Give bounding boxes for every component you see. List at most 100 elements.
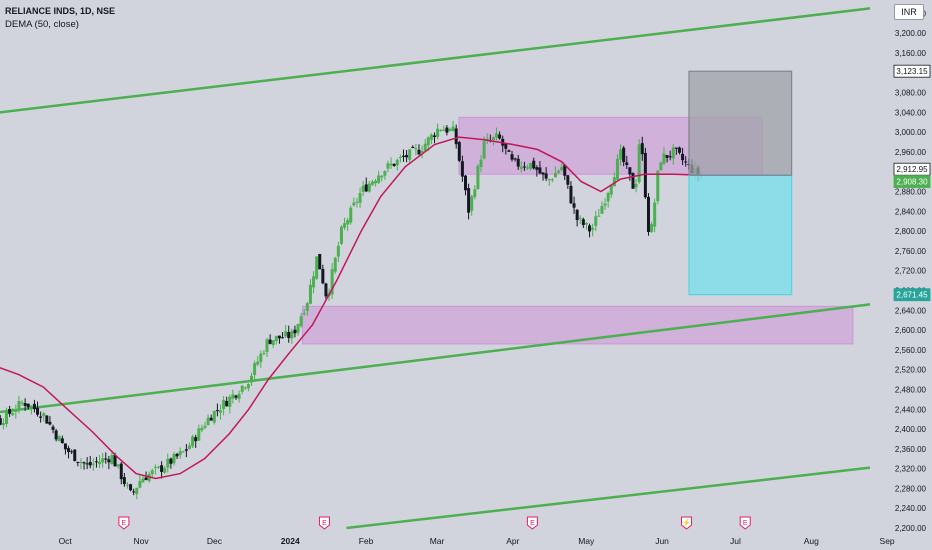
- candle: [163, 465, 167, 474]
- time-axis-bg: [0, 533, 932, 550]
- candle: [650, 221, 654, 233]
- candle-body: [228, 396, 232, 407]
- candle: [572, 196, 576, 214]
- y-tick-label: 2,720.00: [895, 267, 927, 276]
- event-markers-layer: DEEE⚡E: [118, 516, 751, 530]
- candle-body: [212, 411, 216, 423]
- candle: [318, 253, 322, 270]
- price-axis[interactable]: 3,240.003,200.003,160.003,120.003,080.00…: [890, 0, 932, 550]
- candle: [299, 312, 303, 328]
- candle-body: [448, 129, 452, 131]
- candle: [358, 187, 362, 208]
- candle: [581, 217, 585, 228]
- candle-body: [389, 163, 393, 166]
- candle: [405, 150, 409, 163]
- x-tick-label: Feb: [359, 536, 374, 546]
- candle-body: [225, 400, 229, 407]
- price-axis-bg: [890, 0, 932, 550]
- y-tick-label: 2,360.00: [895, 445, 927, 454]
- candle: [339, 225, 343, 246]
- candle: [315, 256, 319, 280]
- candle-body: [550, 179, 554, 181]
- candle-body: [572, 203, 576, 208]
- y-tick-label: 3,080.00: [895, 89, 927, 98]
- y-tick-label: 2,600.00: [895, 326, 927, 335]
- candle: [643, 147, 647, 199]
- candle: [451, 120, 455, 132]
- candle: [510, 150, 514, 162]
- candle: [445, 125, 449, 136]
- candle: [290, 328, 294, 344]
- candle-body: [370, 181, 374, 185]
- candle-body: [423, 143, 427, 151]
- candle-body: [547, 179, 551, 181]
- dema-line: [0, 136, 702, 480]
- time-axis[interactable]: SepOctNovDec2024FebMarAprMayJunJulAugSep: [0, 533, 932, 550]
- candle: [91, 458, 95, 471]
- candle-body: [470, 196, 474, 211]
- candle: [268, 334, 272, 345]
- position-layer: [688, 70, 793, 296]
- candle: [178, 447, 182, 459]
- event-marker-icon: E: [318, 516, 330, 530]
- candle: [256, 356, 260, 367]
- candle: [398, 154, 402, 163]
- candle: [665, 155, 669, 163]
- candle-body: [352, 202, 356, 206]
- candle: [48, 416, 52, 426]
- candle-body: [39, 416, 43, 418]
- candle-body: [178, 451, 182, 456]
- marker-shape: [739, 516, 751, 530]
- candle: [597, 208, 601, 217]
- candle-body: [637, 144, 641, 183]
- candle-body: [206, 417, 210, 426]
- candle-body: [253, 363, 257, 375]
- marker-glyph: E: [530, 520, 535, 527]
- candle-body: [401, 155, 405, 157]
- candle: [119, 462, 123, 485]
- candle: [305, 301, 309, 316]
- candle-body: [172, 454, 176, 464]
- currency-button[interactable]: INR: [894, 4, 924, 20]
- candle: [408, 148, 412, 165]
- candle: [156, 465, 160, 469]
- candle: [370, 179, 374, 186]
- candle-body: [538, 167, 542, 174]
- candle: [302, 308, 306, 316]
- candle: [343, 217, 347, 231]
- candle: [253, 360, 257, 381]
- candle: [637, 139, 641, 184]
- candle: [60, 435, 64, 444]
- candle: [277, 335, 281, 344]
- candle-body: [57, 436, 61, 442]
- candle-body: [70, 451, 74, 453]
- candle: [85, 457, 89, 470]
- candle: [522, 161, 526, 171]
- candle-body: [265, 339, 269, 352]
- candle-body: [591, 227, 595, 230]
- candle: [392, 163, 396, 167]
- candle: [122, 472, 126, 487]
- candle-body: [581, 219, 585, 226]
- candle-body: [467, 188, 471, 213]
- y-tick-label: 2,520.00: [895, 366, 927, 375]
- candle: [563, 164, 567, 181]
- candle-body: [544, 173, 548, 179]
- y-tick-label: 3,200.00: [895, 29, 927, 38]
- y-tick-label: 2,760.00: [895, 247, 927, 256]
- x-tick-label: May: [578, 536, 595, 546]
- candle-body: [110, 455, 114, 464]
- candle-body: [330, 269, 334, 295]
- candle: [219, 404, 223, 420]
- candle-body: [135, 487, 139, 495]
- candle-body: [349, 207, 353, 223]
- candle: [473, 185, 477, 200]
- candle-body: [498, 134, 502, 139]
- candle: [615, 154, 619, 181]
- candle-body: [166, 458, 170, 468]
- candle-body: [436, 128, 440, 137]
- candle-body: [197, 428, 201, 441]
- marker-glyph: E: [322, 520, 327, 527]
